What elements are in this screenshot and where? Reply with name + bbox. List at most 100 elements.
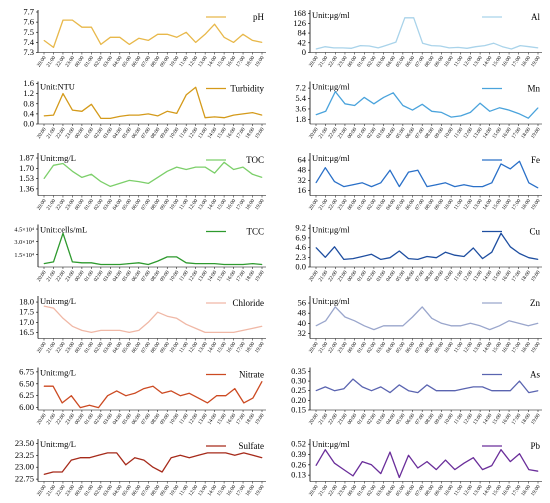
x-tick-label: 03:00 <box>376 341 388 354</box>
x-tick-label: 05:00 <box>395 126 407 139</box>
x-tick-label: 13:00 <box>197 126 209 139</box>
x-tick-label: 09:00 <box>159 484 171 497</box>
x-tick-label: 16:00 <box>501 412 513 425</box>
y-tick-label: 3.0×10⁴ <box>14 239 34 246</box>
data-point <box>315 114 317 116</box>
x-tick-label: 16:00 <box>501 55 513 68</box>
x-tick-label: 12:00 <box>188 269 200 282</box>
unit-label: Unit:μg/ml <box>312 439 350 449</box>
data-point <box>499 107 500 109</box>
data-point <box>119 264 121 265</box>
x-tick-label: 02:00 <box>366 484 378 497</box>
x-tick-label: 15:00 <box>491 55 503 68</box>
unit-label: Unit:μg/ml <box>312 10 350 20</box>
data-point <box>472 386 474 388</box>
y-tick-label: 32 <box>298 175 307 185</box>
x-tick-label: 14:00 <box>482 126 494 139</box>
x-tick-label: 08:00 <box>150 55 162 68</box>
data-point <box>89 457 90 459</box>
x-tick-label: 07:00 <box>140 126 152 139</box>
unit-label: Unit:mg/L <box>40 153 76 163</box>
data-point <box>470 112 471 113</box>
data-point <box>53 164 54 166</box>
data-point <box>352 184 354 186</box>
data-point <box>207 402 208 404</box>
x-tick-label: 20:00 <box>36 412 48 425</box>
data-point <box>519 45 521 46</box>
x-tick-label: 09:00 <box>433 484 445 497</box>
x-tick-label: 20:00 <box>308 55 320 68</box>
chart-panel-turbidity: 1.61.20.80.40.0 Unit:NTU Turbidity 20:0021:… <box>23 78 266 140</box>
x-tick-label: 20:00 <box>36 198 48 211</box>
data-point <box>91 262 92 264</box>
x-tick-label: 19:00 <box>530 269 542 282</box>
y-tick-label: 0.52 <box>291 439 306 449</box>
data-point <box>315 182 317 184</box>
x-tick-label: 01:00 <box>83 341 95 354</box>
data-point <box>527 325 529 327</box>
x-tick-label: 10:00 <box>169 412 181 425</box>
data-point <box>493 42 494 44</box>
data-point <box>489 110 491 112</box>
data-point <box>519 253 520 254</box>
y-tick-label: 16 <box>298 185 307 195</box>
x-tick-label: 14:00 <box>207 126 219 139</box>
data-point <box>252 454 254 456</box>
data-point <box>52 385 54 387</box>
data-point <box>466 47 468 49</box>
data-point <box>176 317 178 319</box>
x-tick-label: 13:00 <box>197 55 209 68</box>
y-tick-label: 126 <box>293 18 306 28</box>
data-point <box>252 263 253 264</box>
x-tick-label: 23:00 <box>64 484 76 497</box>
chart-panel-as: 0.350.300.250.200.15 As 20:0021:0022:0023:… <box>291 366 542 426</box>
legend-label: pH <box>253 12 265 22</box>
x-tick-label: 17:00 <box>511 412 523 425</box>
data-point <box>216 452 218 454</box>
data-point <box>242 330 244 331</box>
data-point <box>334 246 335 248</box>
legend-label: Zn <box>530 298 540 308</box>
x-tick-label: 01:00 <box>356 126 368 139</box>
x-tick-label: 12:00 <box>188 484 200 497</box>
data-point <box>439 45 441 47</box>
data-point <box>315 465 317 466</box>
x-tick-label: 12:00 <box>462 484 474 497</box>
data-point <box>491 390 493 392</box>
x-tick-label: 15:00 <box>491 412 503 425</box>
data-point <box>100 44 102 45</box>
data-point <box>125 395 127 397</box>
x-tick-label: 22:00 <box>55 126 67 139</box>
data-point <box>81 110 83 112</box>
x-tick-label: 18:00 <box>244 341 256 354</box>
x-tick-label: 02:00 <box>366 198 378 211</box>
x-tick-label: 08:00 <box>424 412 436 425</box>
x-tick-label: 00:00 <box>74 198 86 211</box>
data-point <box>435 469 437 470</box>
data-point <box>233 169 235 170</box>
x-tick-label: 11:00 <box>178 269 190 282</box>
data-point <box>128 332 130 333</box>
data-point <box>392 92 394 94</box>
data-point <box>383 325 384 327</box>
data-point <box>43 178 45 180</box>
data-point <box>43 115 45 117</box>
x-tick-label: 13:00 <box>197 198 209 211</box>
x-tick-label: 21:00 <box>45 341 57 354</box>
x-tick-label: 16:00 <box>226 55 238 68</box>
x-tick-label: 11:00 <box>453 55 465 68</box>
x-tick-label: 13:00 <box>472 341 484 354</box>
data-point <box>100 330 102 331</box>
data-point <box>195 42 197 43</box>
x-tick-label: 14:00 <box>482 341 494 354</box>
data-point <box>518 113 520 114</box>
chart-panel-toc: 1.871.701.531.36 Unit:mg/L TOC 20:0021:0022… <box>19 153 266 211</box>
x-tick-label: 20:00 <box>308 484 320 497</box>
data-point <box>445 459 446 461</box>
y-tick-label: 0.20 <box>291 395 306 405</box>
x-tick-label: 16:00 <box>226 126 238 139</box>
legend-label: Chloride <box>233 298 265 308</box>
x-tick-label: 01:00 <box>356 269 368 282</box>
x-tick-label: 11:00 <box>453 341 465 354</box>
data-point <box>421 306 423 308</box>
